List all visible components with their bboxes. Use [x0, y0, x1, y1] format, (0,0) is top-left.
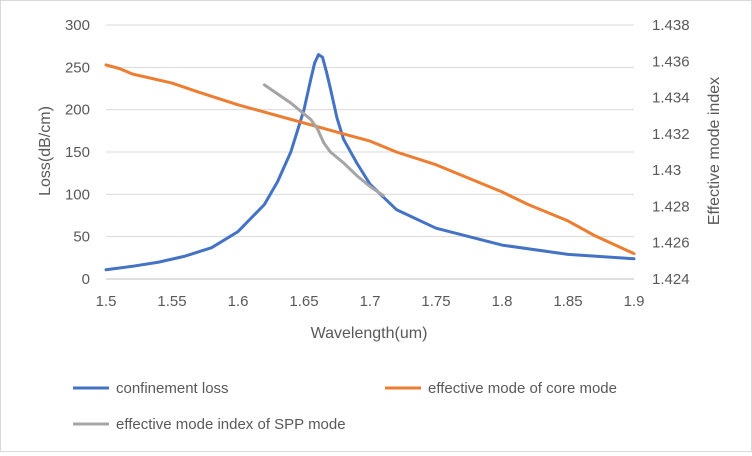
x-tick-label: 1.5	[96, 293, 117, 310]
y-tick-label: 200	[65, 102, 90, 119]
legend: confinement loss effective mode of core …	[73, 380, 617, 433]
y2-tick-label: 1.428	[652, 198, 690, 215]
x-tick-label: 1.9	[624, 293, 645, 310]
x-tick-label: 1.6	[228, 293, 249, 310]
series-line-1	[104, 63, 636, 256]
series-layer	[104, 53, 636, 272]
tick-labels: 0 50 100 150 200 250 300 1.424 1.426 1.428 1.43 1.4…	[65, 17, 690, 310]
y-tick-label: 250	[65, 59, 90, 76]
y2-tick-label: 1.424	[652, 271, 690, 288]
gridlines	[106, 24, 634, 280]
y-tick-label: 300	[65, 17, 90, 34]
x-axis-title: Wavelength(um)	[311, 325, 428, 342]
y-tick-label: 50	[73, 229, 90, 246]
x-tick-label: 1.55	[157, 293, 186, 310]
y-tick-label: 100	[65, 186, 90, 203]
legend-label-core-mode: effective mode of core mode	[428, 380, 617, 397]
y2-tick-label: 1.432	[652, 126, 690, 143]
series-line-0	[104, 53, 636, 272]
y-axis-title: Loss(dB/cm)	[37, 106, 54, 196]
legend-label-spp-mode: effective mode index of SPP mode	[116, 416, 346, 433]
y2-tick-label: 1.426	[652, 235, 690, 252]
legend-label-confinement-loss: confinement loss	[116, 380, 229, 397]
y-tick-label: 150	[65, 144, 90, 161]
x-tick-label: 1.8	[492, 293, 513, 310]
y2-axis-title: Effective mode index	[706, 77, 723, 225]
y2-tick-label: 1.436	[652, 53, 690, 70]
y2-tick-label: 1.43	[652, 162, 681, 179]
x-tick-label: 1.7	[360, 293, 381, 310]
x-tick-label: 1.75	[421, 293, 450, 310]
y2-tick-label: 1.438	[652, 17, 690, 34]
x-tick-label: 1.85	[553, 293, 582, 310]
y-tick-label: 0	[82, 271, 90, 288]
x-tick-label: 1.65	[289, 293, 318, 310]
y2-tick-label: 1.434	[652, 90, 690, 107]
series-line-2	[262, 83, 385, 197]
